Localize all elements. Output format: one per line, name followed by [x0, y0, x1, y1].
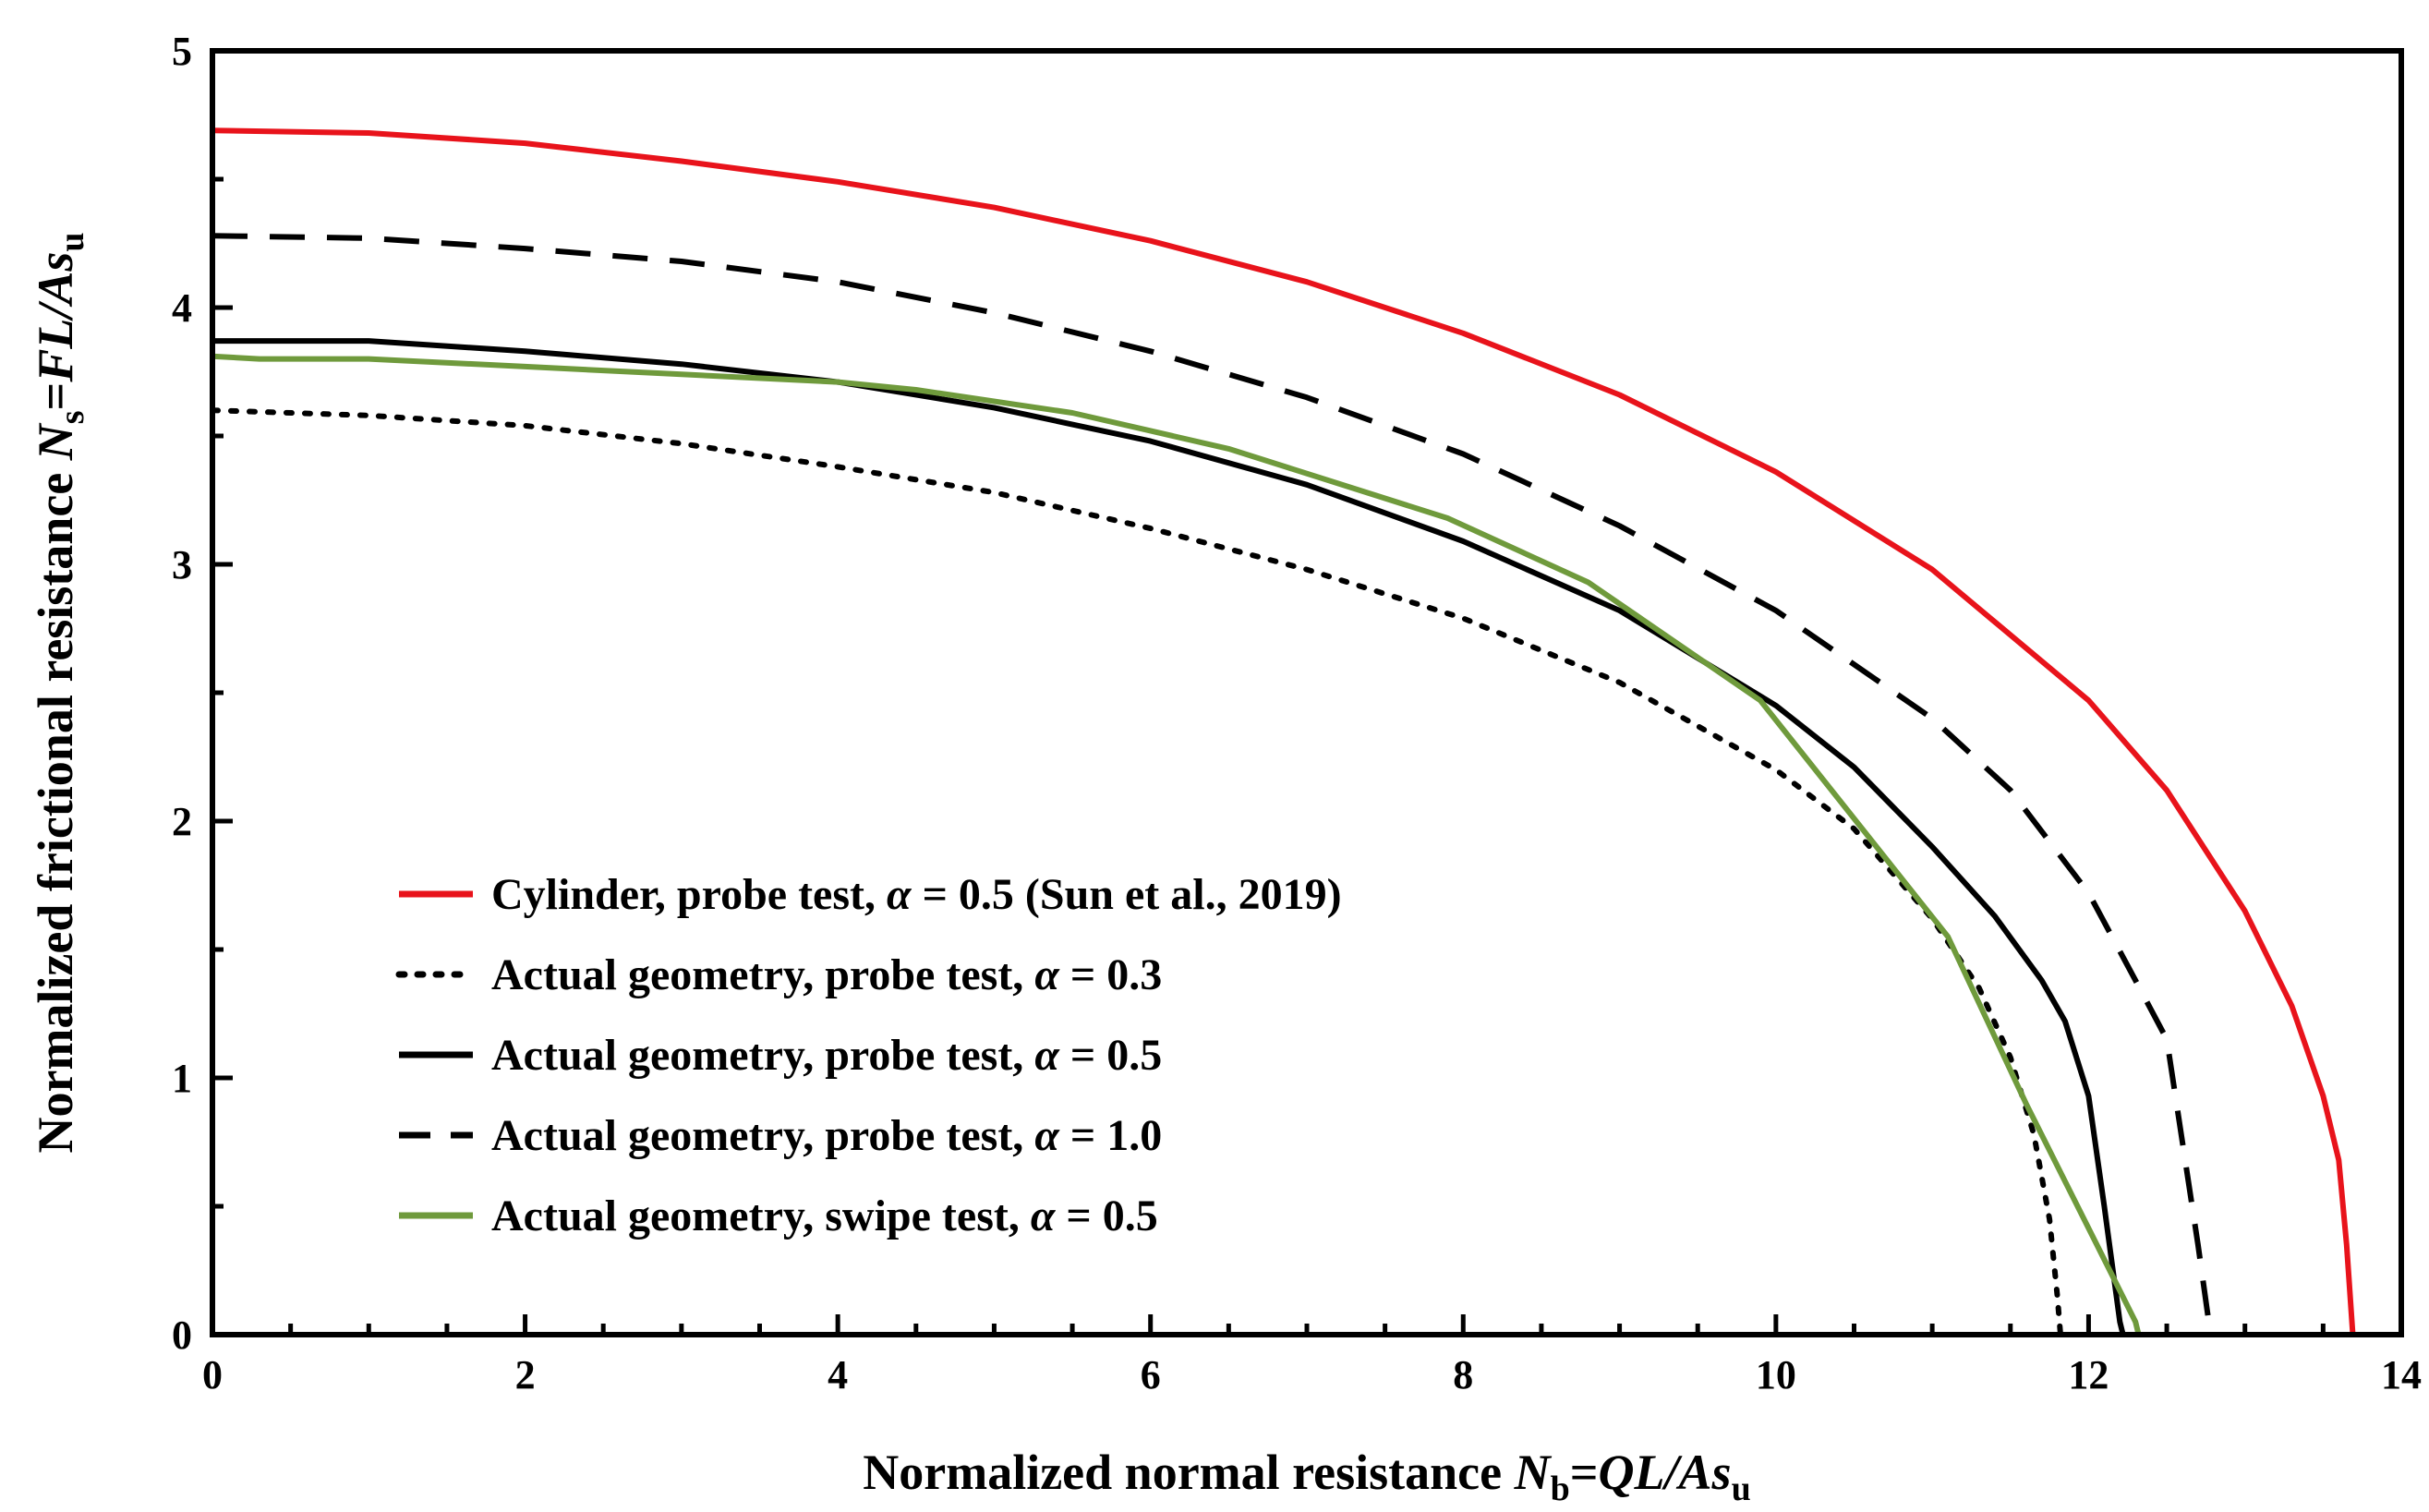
x-axis-label: Normalized normal resistance Nb=QL/Asu: [863, 1445, 1750, 1508]
legend-label-4: Actual geometry, swipe test, α = 0.5: [491, 1191, 1158, 1240]
series-line-3: [211, 233, 2214, 1336]
x-tick-label: 0: [202, 1352, 223, 1397]
legend: Cylinder, probe test, α = 0.5 (Sun et al…: [395, 870, 1342, 1240]
y-tick-label: 4: [172, 285, 192, 331]
x-tick-label: 10: [1756, 1352, 1796, 1397]
y-tick-label: 3: [172, 542, 192, 587]
legend-label-0: Cylinder, probe test, α = 0.5 (Sun et al…: [491, 870, 1342, 919]
y-tick-label: 2: [172, 799, 192, 844]
legend-label-3: Actual geometry, probe test, α = 1.0: [491, 1111, 1162, 1160]
x-tick-label: 14: [2381, 1352, 2422, 1397]
legend-label-2: Actual geometry, probe test, α = 0.5: [491, 1031, 1162, 1080]
series-line-4: [211, 353, 2142, 1336]
x-tick-label: 4: [828, 1352, 848, 1397]
y-tick-label: 1: [172, 1056, 192, 1101]
y-axis-label: Normalized frictional resistance Ns=FL/A…: [28, 232, 91, 1153]
y-tick-label: 0: [172, 1312, 192, 1358]
legend-label-1: Actual geometry, probe test, α = 0.3: [491, 950, 1162, 999]
x-tick-label: 8: [1453, 1352, 1473, 1397]
series-line-0: [211, 127, 2356, 1336]
x-tick-label: 6: [1141, 1352, 1161, 1397]
series-line-1: [210, 407, 2063, 1337]
x-tick-label: 2: [515, 1352, 536, 1397]
x-tick-label: 12: [2068, 1352, 2109, 1397]
y-tick-label: 5: [172, 29, 192, 74]
